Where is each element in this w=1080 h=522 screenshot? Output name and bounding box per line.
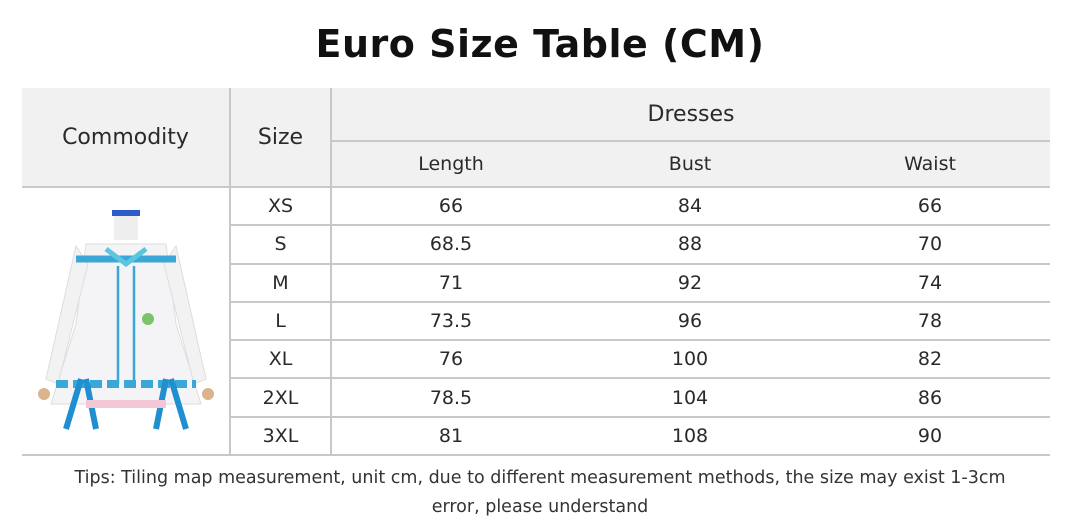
tips-line-1: Tips: Tiling map measurement, unit cm, d… bbox=[74, 468, 1006, 488]
header-commodity: Commodity bbox=[22, 88, 231, 188]
cell-length: 81 bbox=[331, 416, 570, 457]
table-row: L 73.5 96 78 bbox=[22, 301, 1051, 342]
cell-waist: 70 bbox=[810, 225, 1051, 265]
cell-size: S bbox=[230, 225, 332, 265]
table-row: M 71 92 74 bbox=[22, 263, 1051, 303]
cell-bust: 88 bbox=[570, 225, 810, 265]
table-row: XS 66 84 66 bbox=[22, 187, 1051, 457]
cell-length: 68.5 bbox=[331, 225, 570, 265]
table-row: 2XL 78.5 104 86 bbox=[22, 378, 1051, 418]
header-dresses: Dresses bbox=[331, 88, 1051, 142]
cell-waist: 86 bbox=[810, 378, 1051, 418]
cell-bust: 96 bbox=[570, 301, 810, 342]
cell-bust: 92 bbox=[570, 263, 810, 303]
tips-line-2: error, please understand bbox=[431, 497, 649, 517]
table-row: S 68.5 88 70 bbox=[22, 225, 1051, 265]
cell-size: 2XL bbox=[230, 378, 332, 418]
size-table: Commodity Size Dresses Length Bust Waist bbox=[22, 88, 1051, 457]
cell-bust: 84 bbox=[570, 187, 810, 227]
table-row: 3XL 81 108 90 bbox=[22, 416, 1051, 457]
header-bust: Bust bbox=[570, 141, 810, 188]
table-row: XL 76 100 82 bbox=[22, 340, 1051, 380]
cell-bust: 108 bbox=[570, 416, 810, 457]
cell-bust: 100 bbox=[570, 340, 810, 380]
dress-image bbox=[22, 187, 231, 457]
cell-waist: 82 bbox=[810, 340, 1051, 380]
header-size: Size bbox=[230, 88, 332, 188]
cell-waist: 90 bbox=[810, 416, 1051, 457]
cell-waist: 66 bbox=[810, 187, 1051, 227]
cell-length: 66 bbox=[331, 187, 570, 227]
header-waist: Waist bbox=[810, 141, 1051, 188]
dress-illustration-icon bbox=[37, 209, 214, 430]
cell-length: 76 bbox=[331, 340, 570, 380]
header-length: Length bbox=[331, 141, 570, 188]
cell-bust: 104 bbox=[570, 378, 810, 418]
cell-length: 78.5 bbox=[331, 378, 570, 418]
cell-waist: 78 bbox=[810, 301, 1051, 342]
cell-size: L bbox=[230, 301, 332, 342]
cell-size: 3XL bbox=[230, 416, 332, 457]
cell-size: XL bbox=[230, 340, 332, 380]
cell-length: 71 bbox=[331, 263, 570, 303]
cell-size: M bbox=[230, 263, 332, 303]
page-title: Euro Size Table (CM) bbox=[315, 22, 765, 66]
tips-note: Tips: Tiling map measurement, unit cm, d… bbox=[0, 464, 1080, 522]
cell-waist: 74 bbox=[810, 263, 1051, 303]
cell-size: XS bbox=[230, 187, 332, 227]
cell-length: 73.5 bbox=[331, 301, 570, 342]
